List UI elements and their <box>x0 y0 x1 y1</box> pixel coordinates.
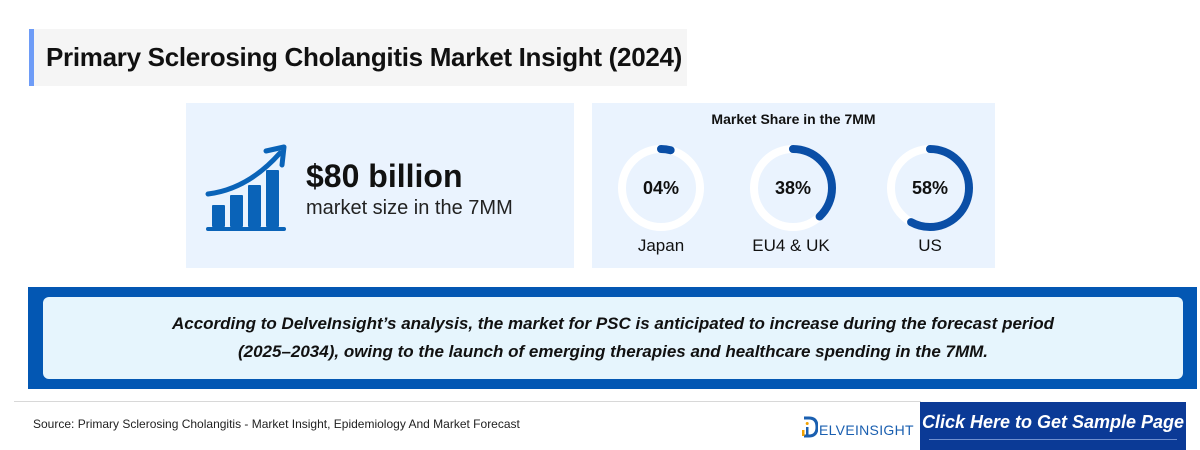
get-sample-page-button[interactable]: Click Here to Get Sample Page <box>920 402 1186 450</box>
us-share-value: 58% <box>911 177 949 198</box>
market-size-card: $80 billion market size in the 7MM <box>186 103 574 268</box>
page-title: Primary Sclerosing Cholangitis Market In… <box>46 42 683 72</box>
banner-line-1: According to DelveInsight’s analysis, th… <box>171 314 1055 333</box>
footer-divider <box>14 401 921 402</box>
delveinsight-logo-icon <box>802 416 818 438</box>
title-bar: Primary Sclerosing Cholangitis Market In… <box>29 29 687 86</box>
source-text: Source: Primary Sclerosing Cholangitis -… <box>33 417 520 431</box>
us-label: US <box>918 236 942 255</box>
cta-label: Click Here to Get Sample Page <box>921 412 1185 432</box>
japan-share-value: 04% <box>642 177 680 198</box>
delveinsight-logo[interactable]: ELVEINSIGHT <box>800 412 914 438</box>
donut-japan: 04% <box>616 143 706 233</box>
donut-us: 58% <box>885 143 975 233</box>
growth-chart-icon <box>205 144 287 231</box>
japan-label: Japan <box>637 236 685 255</box>
analysis-banner: According to DelveInsight’s analysis, th… <box>28 287 1197 389</box>
banner-line-2: (2025–2034), owing to the launch of emer… <box>237 342 989 361</box>
market-size-label: market size in the 7MM <box>306 197 513 219</box>
donut-eu4-uk: 38% <box>748 143 838 233</box>
market-share-card: Market Share in the 7MM 04% Japan 38% EU… <box>592 103 995 268</box>
cta-underline <box>929 439 1177 440</box>
market-share-title: Market Share in the 7MM <box>711 111 876 127</box>
eu4-uk-share-value: 38% <box>774 177 812 198</box>
market-size-value: $80 billion <box>306 158 463 194</box>
logo-text: ELVEINSIGHT <box>819 422 914 438</box>
eu4-uk-label: EU4 & UK <box>752 236 830 255</box>
